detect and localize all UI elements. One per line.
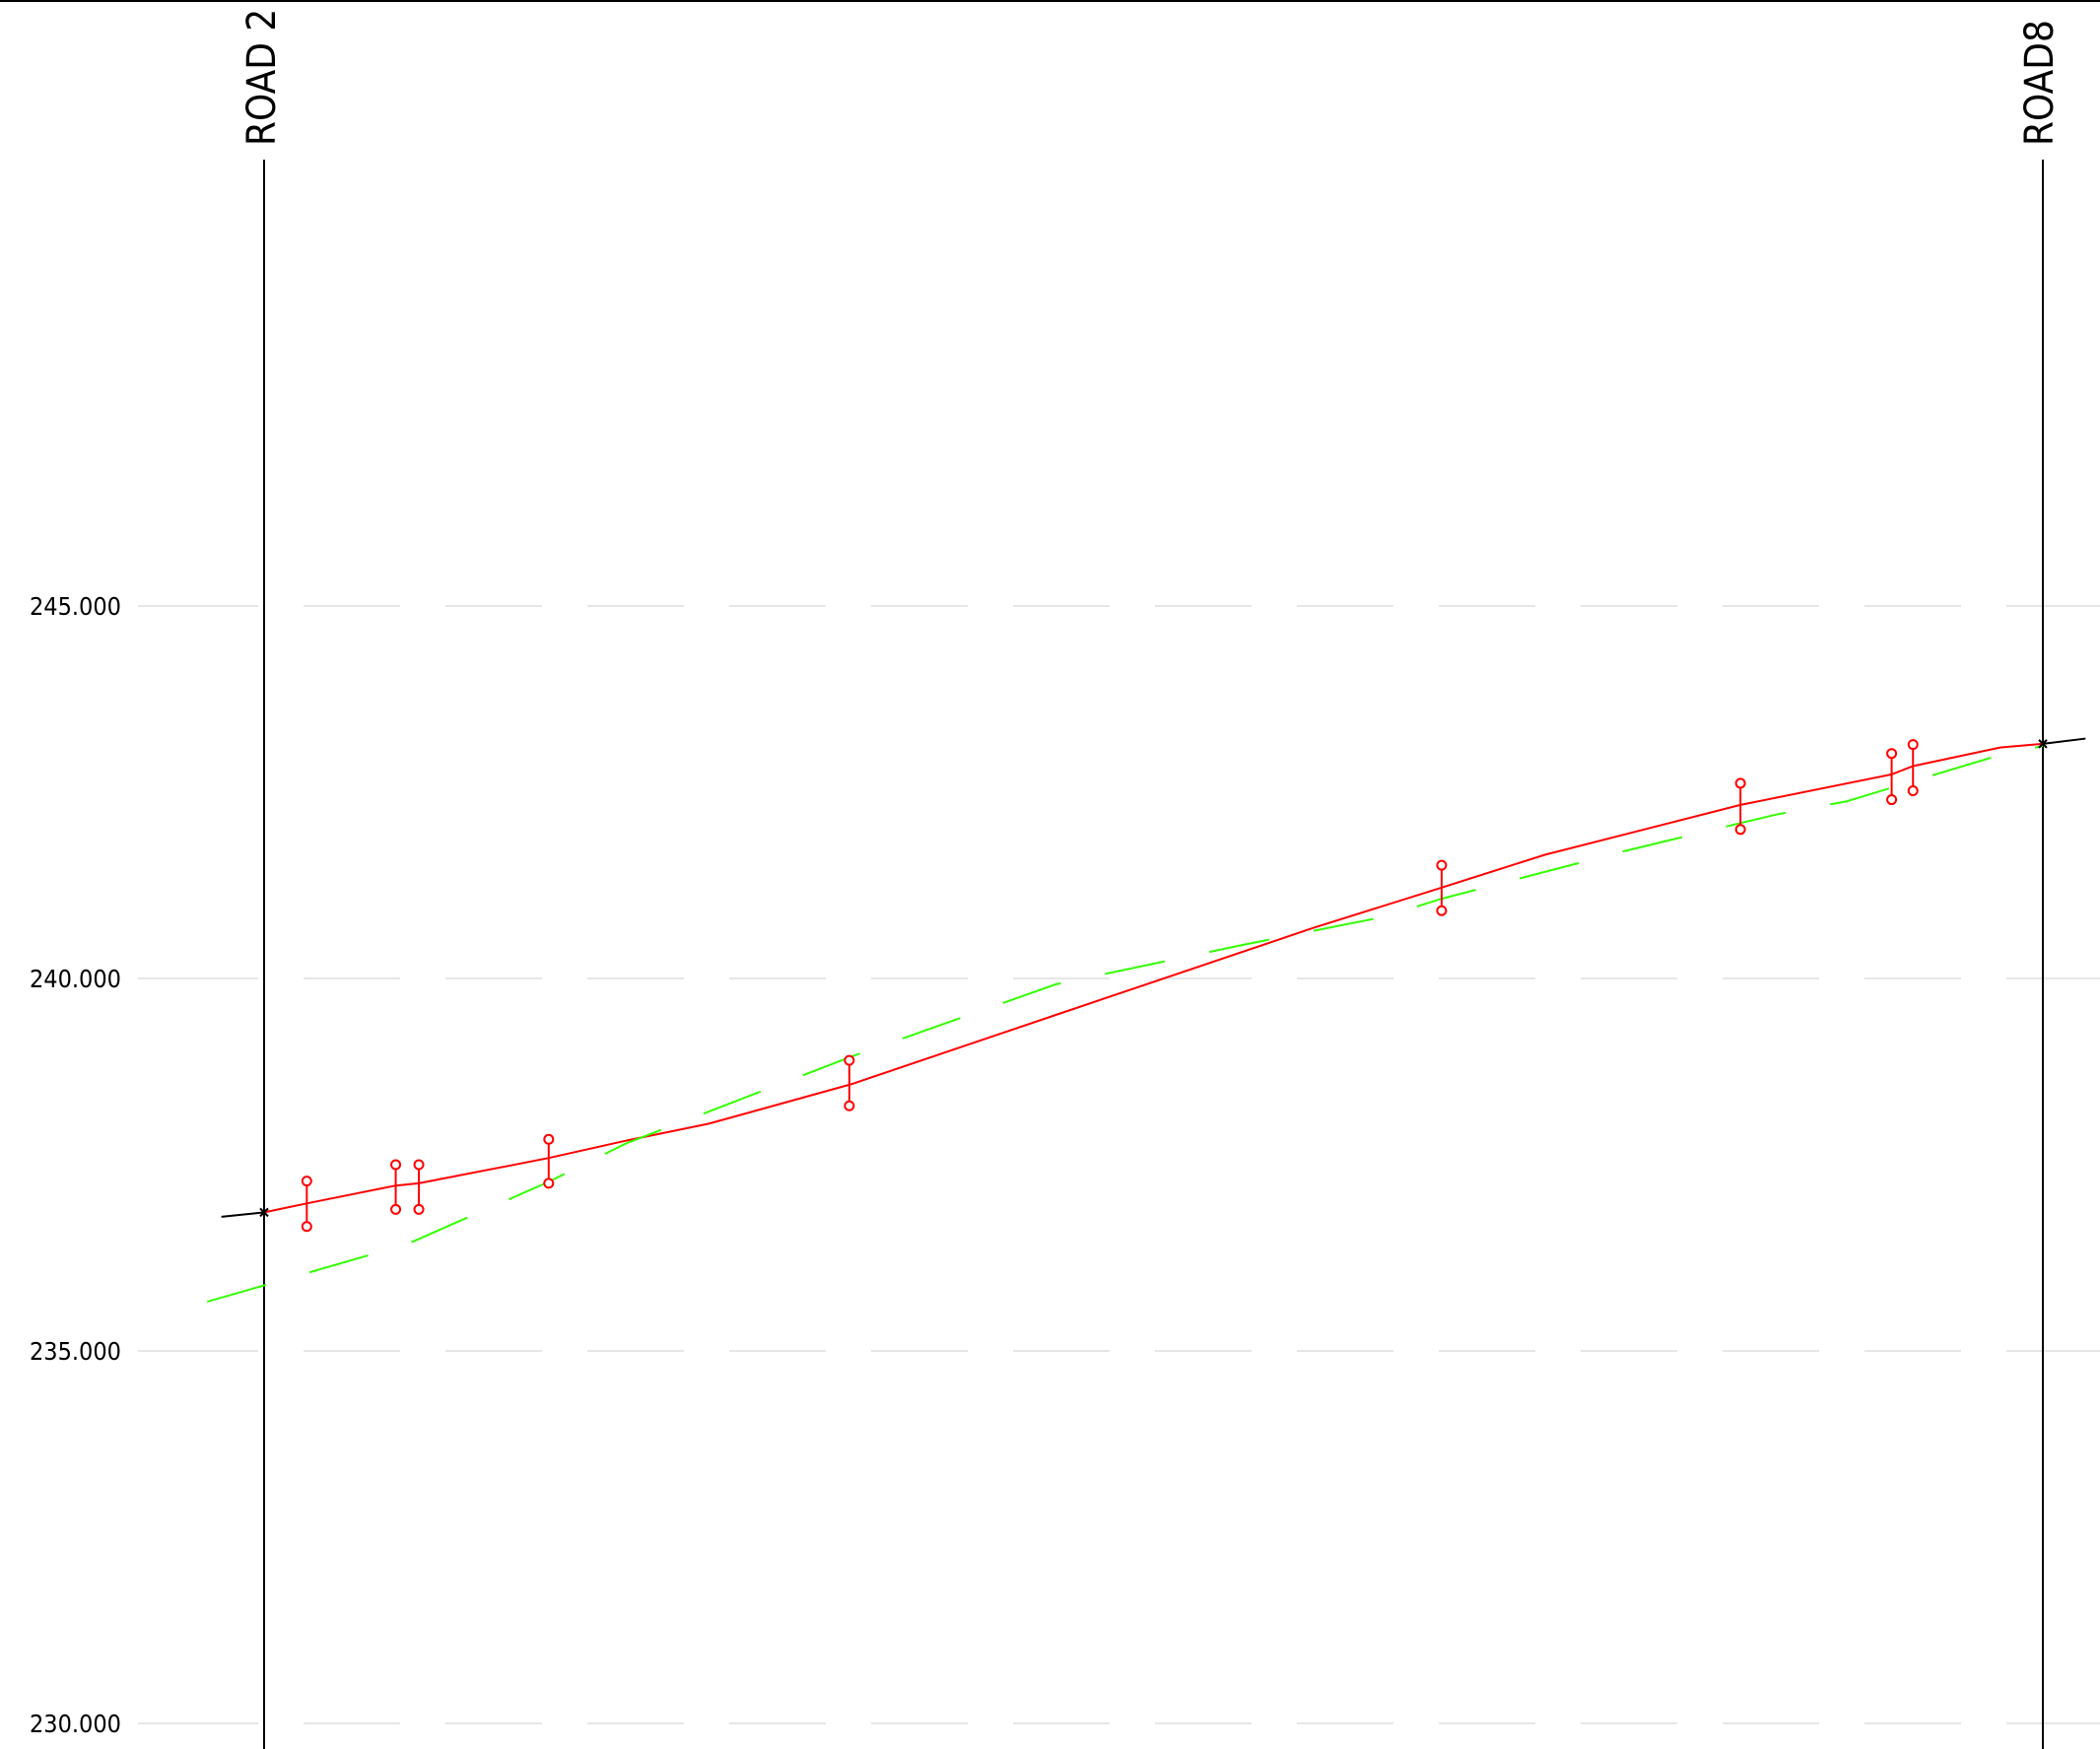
elevation-gridlines bbox=[138, 605, 2100, 1724]
station-tie-mark-0 bbox=[259, 1207, 269, 1218]
spot-marker-6 bbox=[1734, 777, 1746, 836]
elevation-label-240: 240.000 bbox=[30, 965, 121, 993]
ground-profile-line bbox=[206, 745, 2044, 1304]
profile-series bbox=[206, 737, 2086, 1304]
spot-marker-top-circle bbox=[844, 1054, 855, 1066]
spot-marker-top-circle bbox=[413, 1159, 425, 1171]
design-profile-line bbox=[263, 742, 2044, 1214]
spot-marker-5 bbox=[1436, 859, 1448, 916]
tie-mark-stroke-b bbox=[2038, 739, 2048, 749]
spot-marker-bottom-circle bbox=[1886, 794, 1898, 806]
spot-marker-bottom-circle bbox=[1436, 905, 1448, 916]
spot-marker-bottom-circle bbox=[390, 1203, 402, 1215]
spot-elevation-markers bbox=[301, 739, 1919, 1233]
spot-marker-top-circle bbox=[301, 1176, 312, 1187]
spot-marker-3 bbox=[543, 1133, 555, 1189]
spot-marker-bottom-circle bbox=[844, 1100, 855, 1111]
spot-marker-top-circle bbox=[1734, 777, 1746, 789]
spot-marker-top-circle bbox=[1907, 739, 1919, 751]
elevation-axis: 245.000 240.000 235.000 230.000 bbox=[30, 592, 121, 1738]
elevation-label-235: 235.000 bbox=[30, 1337, 121, 1366]
spot-marker-top-circle bbox=[1436, 859, 1448, 871]
spot-marker-top-circle bbox=[1886, 748, 1898, 760]
elevation-label-230: 230.000 bbox=[30, 1710, 121, 1738]
spot-marker-4 bbox=[844, 1054, 855, 1111]
tie_in-segment-0 bbox=[221, 1211, 265, 1218]
spot-marker-top-circle bbox=[543, 1133, 555, 1145]
spot-marker-bottom-circle bbox=[301, 1221, 312, 1233]
spot-marker-7 bbox=[1886, 748, 1898, 806]
spot-marker-bottom-circle bbox=[543, 1177, 555, 1189]
spot-marker-bottom-circle bbox=[1907, 784, 1919, 796]
tie-mark-stroke-b bbox=[259, 1207, 269, 1218]
tie_in-segment-1 bbox=[2042, 737, 2086, 745]
spot-marker-8 bbox=[1907, 739, 1919, 796]
spot-marker-2 bbox=[413, 1159, 425, 1215]
station-tie-mark-1 bbox=[2038, 739, 2048, 749]
spot-marker-0 bbox=[301, 1176, 312, 1233]
spot-marker-1 bbox=[390, 1159, 402, 1215]
road-label-right: ROAD8 bbox=[2017, 20, 2063, 146]
road-label-left: ROAD 2 bbox=[239, 9, 285, 146]
spot-marker-bottom-circle bbox=[1734, 824, 1746, 836]
spot-marker-top-circle bbox=[390, 1159, 402, 1171]
elevation-label-245: 245.000 bbox=[30, 592, 121, 621]
spot-marker-bottom-circle bbox=[413, 1203, 425, 1215]
